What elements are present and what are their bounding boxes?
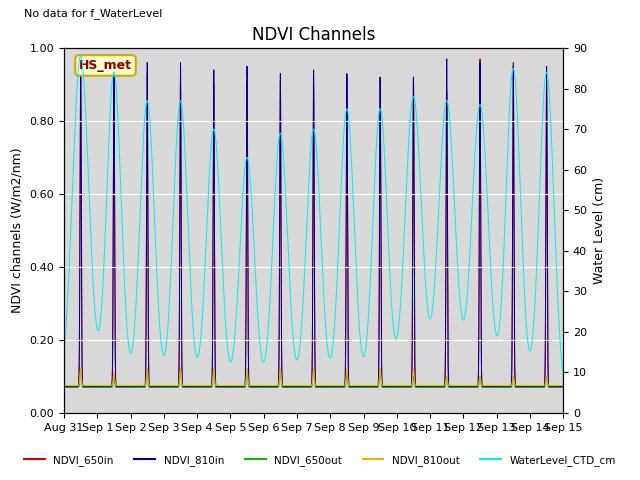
Y-axis label: Water Level (cm): Water Level (cm): [593, 177, 605, 284]
Y-axis label: NDVI channels (W/m2/nm): NDVI channels (W/m2/nm): [11, 147, 24, 313]
Text: No data for f_WaterLevel: No data for f_WaterLevel: [24, 8, 163, 19]
Legend: NDVI_650in, NDVI_810in, NDVI_650out, NDVI_810out, WaterLevel_CTD_cm: NDVI_650in, NDVI_810in, NDVI_650out, NDV…: [20, 451, 620, 470]
Text: HS_met: HS_met: [79, 59, 132, 72]
Title: NDVI Channels: NDVI Channels: [252, 25, 375, 44]
